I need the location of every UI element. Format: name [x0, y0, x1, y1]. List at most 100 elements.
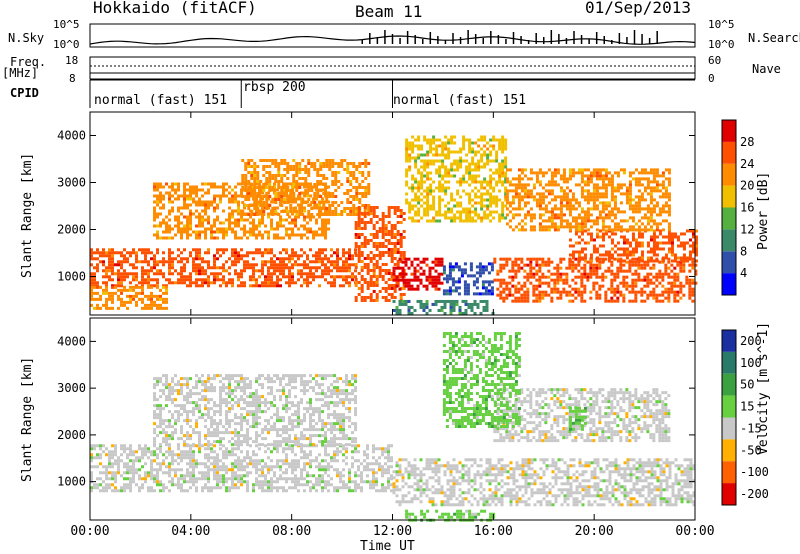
- data-cell: [120, 272, 123, 276]
- data-cell: [256, 170, 260, 174]
- data-cell: [279, 278, 282, 282]
- data-cell: [489, 183, 493, 187]
- data-cell: [607, 228, 611, 232]
- data-cell: [489, 204, 493, 208]
- data-cell: [324, 272, 327, 276]
- data-cell: [150, 257, 153, 261]
- data-cell: [482, 308, 486, 312]
- data-cell: [292, 164, 296, 168]
- data-cell: [277, 197, 281, 201]
- data-cell: [486, 198, 490, 202]
- data-cell: [616, 253, 620, 257]
- data-cell: [153, 284, 156, 288]
- data-cell: [252, 284, 255, 288]
- data-cell: [607, 204, 611, 208]
- data-cell: [489, 159, 493, 163]
- data-cell: [511, 183, 515, 187]
- data-cell: [408, 147, 412, 151]
- data-cell: [351, 275, 354, 279]
- data-cell: [228, 224, 232, 228]
- data-cell: [467, 302, 471, 306]
- data-cell: [303, 272, 306, 276]
- data-cell: [583, 290, 587, 294]
- data-cell: [171, 266, 174, 270]
- data-cell: [129, 288, 132, 292]
- data-cell: [249, 230, 253, 234]
- data-cell: [541, 225, 545, 229]
- data-cell: [416, 299, 420, 303]
- data-cell: [667, 238, 671, 242]
- data-cell: [447, 156, 451, 160]
- data-cell: [261, 236, 265, 240]
- colorbar-segment: [722, 229, 736, 252]
- data-cell: [526, 257, 530, 261]
- data-cell: [180, 281, 183, 285]
- data-cell: [162, 471, 165, 475]
- data-cell: [426, 219, 430, 223]
- data-cell: [589, 259, 593, 263]
- data-cell: [652, 177, 656, 181]
- data-cell: [423, 159, 427, 163]
- data-cell: [183, 206, 187, 210]
- data-cell: [643, 275, 647, 279]
- data-cell: [643, 290, 647, 294]
- data-cell: [273, 260, 276, 264]
- data-cell: [219, 447, 222, 451]
- data-cell: [495, 138, 499, 142]
- n-panel: [89, 23, 696, 48]
- data-cell: [90, 471, 93, 475]
- data-cell: [168, 191, 172, 195]
- data-cell: [504, 174, 508, 178]
- data-cell: [372, 298, 376, 302]
- data-cell: [321, 224, 325, 228]
- data-cell: [423, 138, 427, 142]
- data-cell: [425, 287, 429, 291]
- data-cell: [483, 144, 487, 148]
- data-cell: [126, 288, 129, 292]
- data-cell: [364, 191, 368, 195]
- data-cell: [177, 477, 180, 481]
- data-cell: [90, 456, 93, 460]
- data-cell: [298, 209, 302, 213]
- data-cell: [360, 289, 364, 293]
- data-cell: [366, 256, 370, 260]
- data-cell: [553, 290, 557, 294]
- data-cell: [375, 295, 379, 299]
- data-cell: [198, 236, 202, 240]
- data-cell: [429, 219, 433, 223]
- data-cell: [99, 483, 102, 487]
- data-cell: [613, 198, 617, 202]
- data-cell: [568, 290, 572, 294]
- data-cell: [171, 194, 175, 198]
- data-cell: [325, 176, 329, 180]
- data-cell: [256, 164, 260, 168]
- data-cell: [219, 486, 222, 490]
- data-cell: [544, 171, 548, 175]
- data-cell: [274, 200, 278, 204]
- data-cell: [307, 185, 311, 189]
- data-cell: [526, 278, 530, 282]
- data-cell: [471, 141, 475, 145]
- data-cell: [399, 292, 403, 296]
- data-cell: [162, 483, 165, 487]
- data-cell: [253, 179, 257, 183]
- data-cell: [486, 159, 490, 163]
- data-cell: [153, 468, 156, 472]
- data-cell: [274, 173, 278, 177]
- data-cell: [646, 263, 650, 267]
- data-cell: [628, 290, 632, 294]
- data-cell: [601, 195, 605, 199]
- data-cell: [279, 284, 282, 288]
- data-cell: [246, 263, 249, 267]
- data-cell: [426, 189, 430, 193]
- data-cell: [481, 292, 485, 296]
- data-cell: [171, 182, 175, 186]
- data-cell: [321, 275, 324, 279]
- data-cell: [222, 480, 225, 484]
- data-cell: [171, 456, 174, 460]
- data-cell: [312, 215, 316, 219]
- data-cell: [598, 229, 602, 233]
- data-cell: [514, 177, 518, 181]
- data-cell: [291, 230, 295, 234]
- data-cell: [694, 250, 698, 254]
